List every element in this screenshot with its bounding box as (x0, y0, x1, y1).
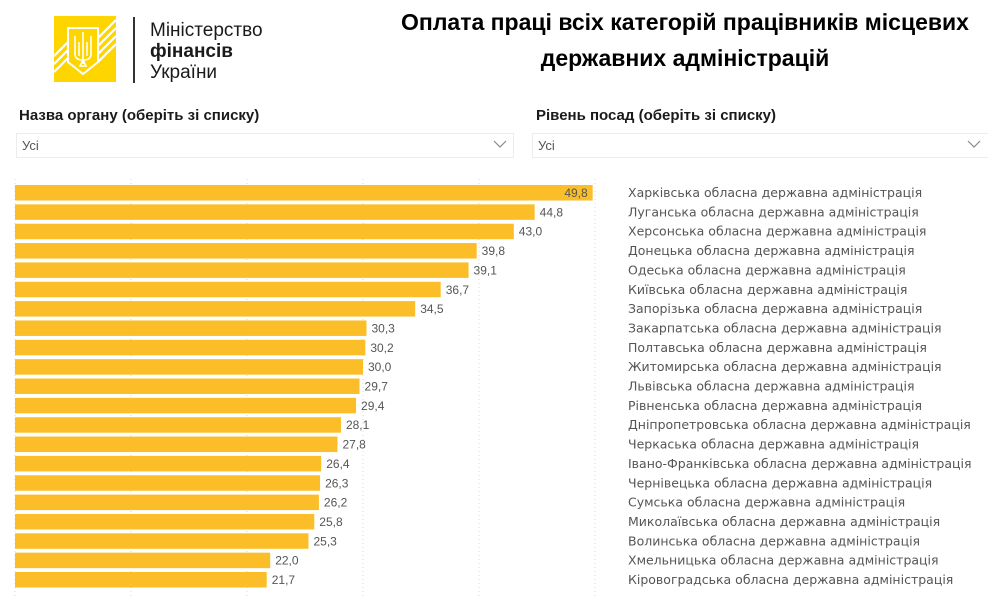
bar-value-label: 22,0 (275, 554, 299, 568)
chart-bars (15, 185, 593, 588)
category-label: Черкаська обласна державна адміністрація (628, 437, 919, 452)
logo-line-3: України (150, 62, 218, 83)
bar[interactable] (15, 339, 366, 356)
category-label: Волинська обласна державна адміністрація (628, 533, 920, 548)
bar[interactable] (15, 513, 315, 530)
bar-value-label: 30,0 (368, 360, 392, 374)
bar[interactable] (15, 552, 271, 569)
bar[interactable] (15, 204, 535, 220)
bar-value-label: 29,4 (361, 399, 385, 413)
bar[interactable] (15, 243, 477, 259)
category-label: Київська обласна державна адміністрація (628, 282, 907, 297)
bar-value-label: 44,8 (540, 205, 564, 219)
bar[interactable] (15, 455, 322, 472)
bar-value-label: 28,1 (346, 418, 370, 432)
category-label: Дніпропетровська обласна державна адміні… (628, 417, 971, 432)
bar[interactable] (15, 281, 441, 298)
category-label: Житомирська обласна державна адміністрац… (628, 359, 942, 374)
organ-filter-value: Усі (22, 138, 39, 153)
bar[interactable] (15, 397, 357, 414)
bar-value-label: 30,3 (371, 321, 395, 335)
category-label: Чернівецька обласна державна адміністрац… (628, 475, 932, 490)
bar[interactable] (15, 572, 267, 588)
level-filter-value: Усі (538, 138, 555, 153)
page-title: Оплата праці всіх категорій працівників … (340, 4, 988, 76)
bar[interactable] (15, 185, 593, 201)
bar[interactable] (15, 301, 416, 317)
category-label: Рівненська обласна державна адміністраці… (628, 398, 922, 413)
logo-line-2: фінансів (150, 41, 233, 62)
trident-emblem-icon (54, 16, 116, 82)
category-label: Кіровоградська обласна державна адмініст… (628, 572, 953, 587)
bar-value-label: 26,2 (324, 496, 348, 510)
category-label: Львівська обласна державна адміністрація (628, 379, 915, 394)
category-label: Донецька обласна державна адміністрація (628, 243, 914, 258)
category-label: Миколаївська обласна державна адміністра… (628, 514, 940, 529)
chevron-down-icon[interactable] (493, 139, 507, 149)
bar[interactable] (15, 436, 338, 453)
logo-divider (133, 17, 135, 83)
chart-value-labels: 49,844,8 43,0 39,8 39,1 36,734,5 30,3 30,2 30,0… (272, 186, 588, 587)
bar-value-label: 25,3 (313, 534, 337, 548)
bar-value-label: 39,8 (482, 244, 506, 258)
bar[interactable] (15, 475, 321, 491)
bar[interactable] (15, 533, 309, 549)
bar[interactable] (15, 359, 363, 375)
page-title-line-2: державних адміністрацій (540, 45, 830, 71)
category-label: Харківська обласна державна адміністраці… (628, 185, 922, 200)
bar-value-label: 26,3 (325, 476, 349, 490)
bar-value-label: 34,5 (420, 302, 444, 316)
category-label: Запорізька обласна державна адміністраці… (628, 301, 922, 316)
bar[interactable] (15, 494, 319, 511)
bar-value-label: 43,0 (519, 225, 543, 239)
category-label: Сумська обласна державна адміністрація (628, 495, 905, 510)
bar[interactable] (15, 262, 469, 278)
category-label: Хмельницька обласна державна адміністрац… (628, 553, 939, 568)
logo-line-1: Міністерство (150, 20, 263, 41)
bar-value-label: 29,7 (365, 380, 389, 394)
bar-value-label: 30,2 (370, 341, 394, 355)
bar-value-label: 36,7 (446, 283, 470, 297)
category-label: Луганська обласна державна адміністрація (628, 204, 919, 219)
bar-value-label: 27,8 (342, 438, 366, 452)
bar-value-label: 39,1 (474, 263, 498, 277)
category-label: Херсонська обласна державна адміністраці… (628, 224, 926, 239)
level-filter-label: Рівень посад (оберіть зі списку) (536, 107, 776, 124)
chevron-down-icon[interactable] (967, 139, 981, 149)
bar[interactable] (15, 223, 514, 240)
bar-value-label: 21,7 (272, 573, 296, 587)
bar-value-label: 49,8 (564, 186, 588, 200)
bar[interactable] (15, 378, 360, 395)
page-title-line-1: Оплата праці всіх категорій працівників … (401, 9, 969, 35)
level-filter-dropdown[interactable]: Усі (532, 133, 988, 158)
bar[interactable] (15, 417, 341, 433)
category-label: Івано-Франківська обласна державна адмін… (628, 456, 972, 471)
bar[interactable] (15, 320, 367, 336)
bar-chart: 49,844,8 43,0 39,8 39,1 36,734,5 30,3 30,2 30,0… (14, 179, 972, 597)
bar-value-label: 25,8 (319, 515, 343, 529)
chart-category-labels: Харківська обласна державна адміністраці… (628, 185, 972, 587)
organ-filter-label: Назва органу (оберіть зі списку) (19, 107, 260, 124)
organ-filter-dropdown[interactable]: Усі (16, 133, 514, 158)
category-label: Одеська обласна державна адміністрація (628, 262, 906, 277)
bar-value-label: 26,4 (326, 457, 350, 471)
logo-text: Міністерство фінансів України (150, 20, 263, 83)
category-label: Закарпатська обласна державна адміністра… (628, 320, 942, 335)
category-label: Полтавська обласна державна адміністраці… (628, 340, 927, 355)
